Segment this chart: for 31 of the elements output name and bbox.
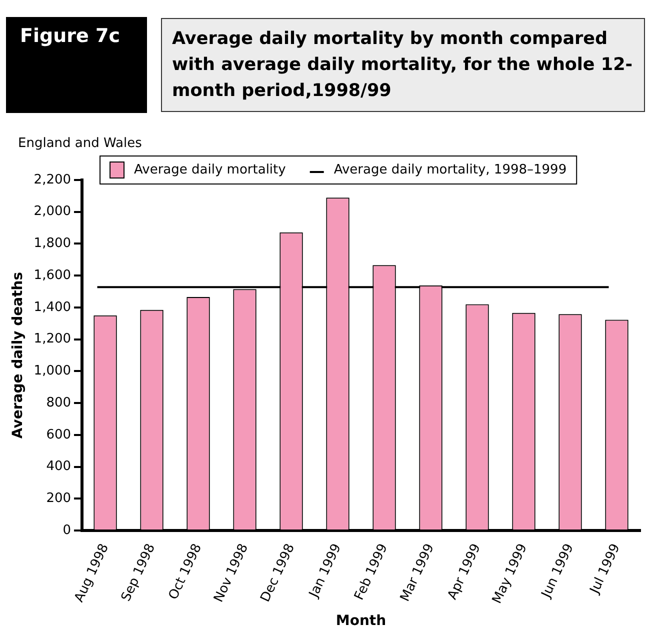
chart-title: Average daily mortality by month compared with average daily mortality, for the whole 12-month period,1998/99 — [161, 18, 645, 112]
y-tick-label: 600 — [46, 427, 72, 442]
y-tick-label: 1,600 — [34, 268, 72, 283]
y-tick-label: 400 — [46, 459, 72, 474]
x-tick-label: Mar 1999 — [398, 542, 438, 604]
y-tick-label: 1,000 — [34, 364, 72, 379]
x-axis-title: Month — [336, 613, 386, 630]
x-tick-label: May 1999 — [490, 542, 530, 606]
x-tick-label: Jan 1999 — [306, 542, 344, 601]
y-tick-label: 200 — [46, 491, 72, 506]
x-tick-label: Sep 1998 — [118, 542, 158, 604]
x-tick-label: Nov 1998 — [211, 542, 252, 605]
x-tick-label: Oct 1998 — [166, 542, 205, 602]
y-tick-label: 0 — [62, 522, 72, 538]
y-tick-label: 800 — [46, 395, 72, 410]
y-tick-label: 1,800 — [34, 236, 72, 252]
x-tick-label: Feb 1999 — [352, 542, 391, 603]
x-tick-label: Apr 1999 — [445, 542, 484, 602]
x-tick-label: Dec 1998 — [258, 542, 298, 604]
caption: Figure 7c — [6, 17, 147, 113]
chart-subtitle: England and Wales — [18, 136, 142, 151]
x-tick-label: Jun 1999 — [538, 542, 577, 601]
y-tick-label: 2,000 — [34, 204, 72, 220]
y-tick-label: 2,200 — [34, 172, 72, 188]
y-axis-title: Average daily deaths — [10, 272, 26, 439]
x-tick-label: Aug 1998 — [72, 542, 112, 605]
y-tick-label: 1,400 — [34, 300, 72, 315]
x-tick-label: Jul 1999 — [587, 542, 624, 597]
y-tick-label: 1,200 — [34, 332, 72, 347]
legend-label: Average daily mortality, 1998–1999 — [334, 162, 567, 178]
legend-label: Average daily mortality — [134, 162, 286, 178]
